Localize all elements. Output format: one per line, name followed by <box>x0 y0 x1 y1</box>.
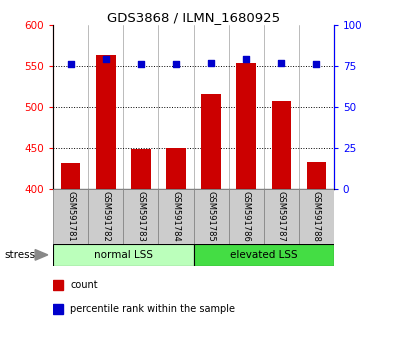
Text: normal LSS: normal LSS <box>94 250 153 260</box>
Text: GSM591788: GSM591788 <box>312 192 321 242</box>
Bar <box>158 189 194 244</box>
Text: count: count <box>70 280 98 290</box>
Bar <box>201 94 221 189</box>
Bar <box>123 189 158 244</box>
Text: GSM591783: GSM591783 <box>136 192 145 242</box>
Bar <box>96 55 116 189</box>
Bar <box>229 189 263 244</box>
Bar <box>271 101 291 189</box>
Bar <box>194 244 334 266</box>
Bar <box>61 163 81 189</box>
Text: GSM591785: GSM591785 <box>207 192 216 242</box>
Point <box>208 60 214 65</box>
Bar <box>131 149 150 189</box>
Bar <box>53 304 63 314</box>
Text: GSM591787: GSM591787 <box>276 192 286 242</box>
Bar <box>307 162 326 189</box>
Text: GSM591786: GSM591786 <box>242 192 251 242</box>
Title: GDS3868 / ILMN_1680925: GDS3868 / ILMN_1680925 <box>107 11 280 24</box>
Bar <box>299 189 334 244</box>
Text: percentile rank within the sample: percentile rank within the sample <box>70 304 235 314</box>
Point <box>173 62 179 67</box>
Point <box>68 62 74 67</box>
Text: GSM591784: GSM591784 <box>171 192 181 242</box>
Text: elevated LSS: elevated LSS <box>230 250 297 260</box>
Bar <box>53 280 63 290</box>
Text: GSM591782: GSM591782 <box>102 192 111 242</box>
Point <box>278 60 284 65</box>
Polygon shape <box>35 250 48 260</box>
Bar <box>194 189 229 244</box>
Text: GSM591781: GSM591781 <box>66 192 75 242</box>
Bar <box>88 189 123 244</box>
Text: stress: stress <box>4 250 35 260</box>
Point <box>313 62 320 67</box>
Bar <box>166 148 186 189</box>
Point <box>138 62 144 67</box>
Bar <box>53 244 194 266</box>
Point <box>103 57 109 62</box>
Bar <box>264 189 299 244</box>
Point <box>243 57 249 62</box>
Bar <box>237 63 256 189</box>
Bar <box>53 189 88 244</box>
